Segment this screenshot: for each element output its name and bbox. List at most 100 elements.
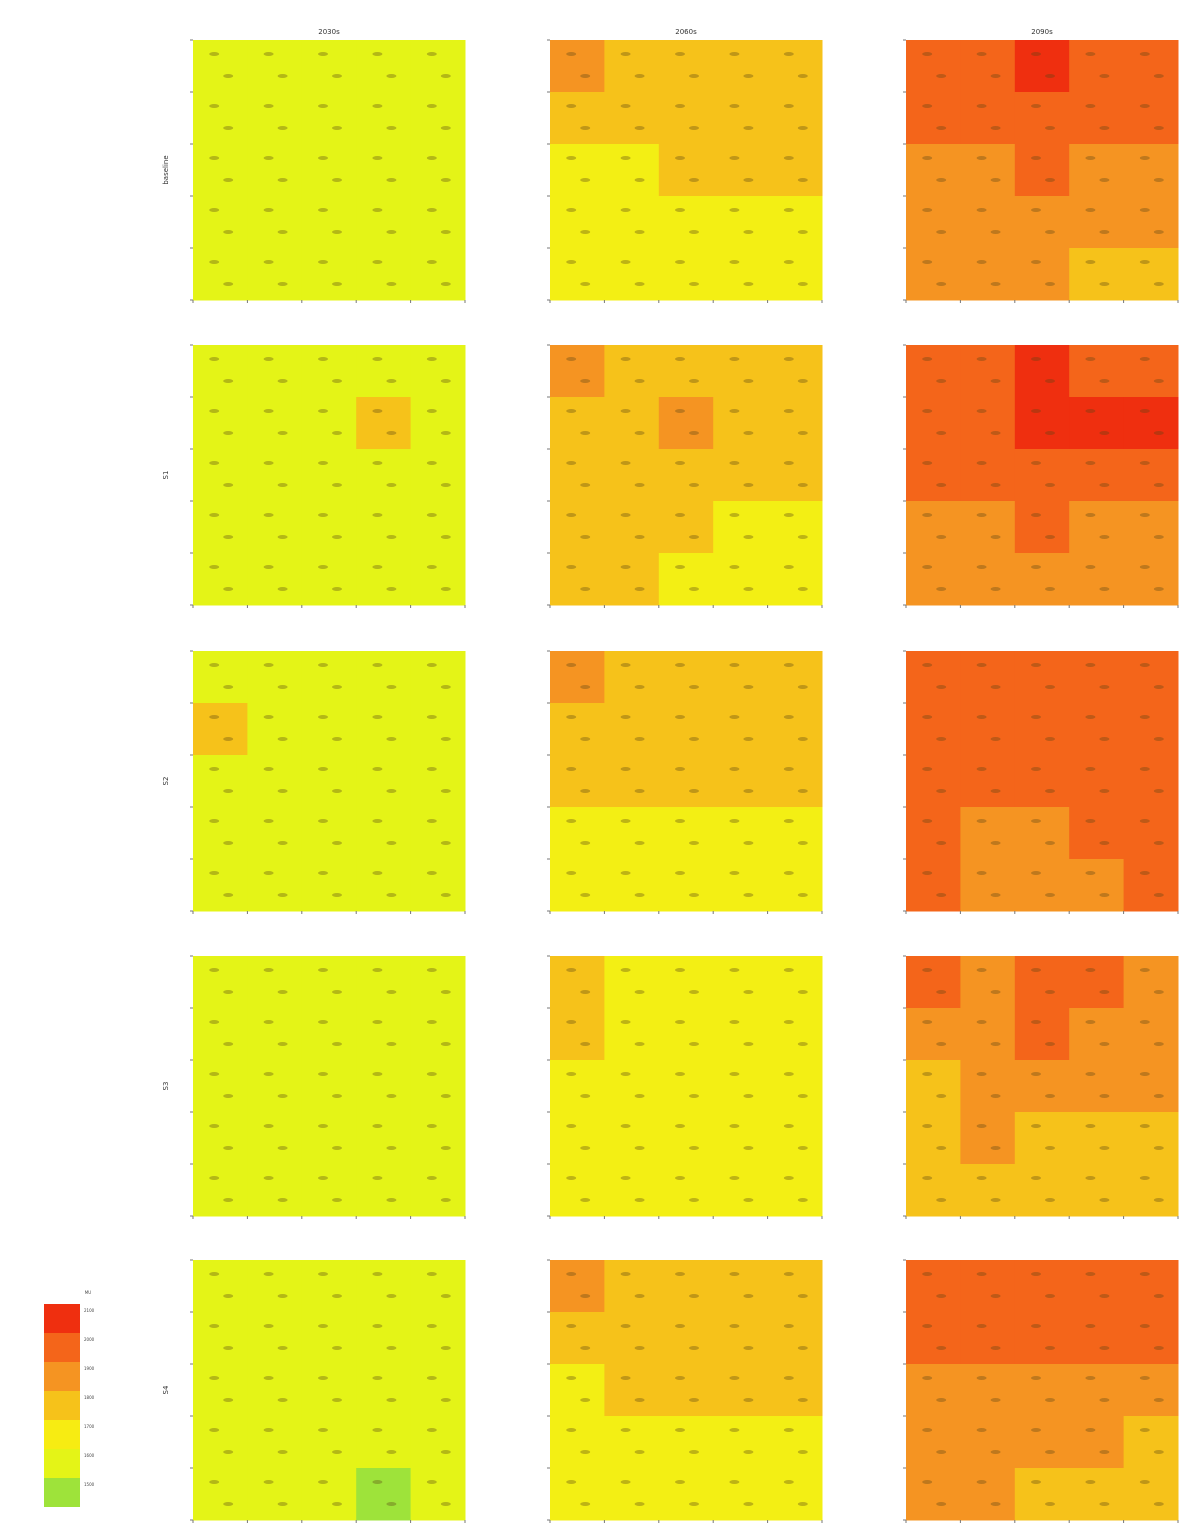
cell-mark xyxy=(566,819,576,823)
heatmap-cell xyxy=(713,248,768,301)
cell-mark xyxy=(977,104,987,108)
cell-mark xyxy=(1085,1428,1095,1432)
heatmap-cell xyxy=(713,1112,768,1165)
cell-mark xyxy=(580,1294,590,1298)
cell-mark xyxy=(441,1450,451,1454)
cell-mark xyxy=(689,178,699,182)
cell-mark xyxy=(223,230,233,234)
heatmap-cell xyxy=(193,1112,248,1165)
cell-mark xyxy=(922,1324,932,1328)
cell-mark xyxy=(318,1020,328,1024)
cell-mark xyxy=(922,663,932,667)
cell-mark xyxy=(1085,357,1095,361)
cell-mark xyxy=(332,587,342,591)
cell-mark xyxy=(798,178,808,182)
heatmap-cell xyxy=(356,807,411,860)
heatmap-cell xyxy=(906,1060,961,1113)
heatmap-cell xyxy=(906,248,961,301)
cell-mark xyxy=(1031,871,1041,875)
heatmap-cell xyxy=(411,755,466,808)
cell-mark xyxy=(427,52,437,56)
cell-mark xyxy=(1031,968,1041,972)
heatmap-cell xyxy=(302,807,357,860)
heatmap-panel xyxy=(903,1260,1179,1523)
cell-mark xyxy=(936,841,946,845)
cell-mark xyxy=(784,260,794,264)
heatmap-cell xyxy=(906,1312,961,1365)
heatmap-panel xyxy=(547,40,823,303)
cell-mark xyxy=(372,767,382,771)
cell-mark xyxy=(1031,1428,1041,1432)
cell-mark xyxy=(635,1042,645,1046)
cell-mark xyxy=(332,431,342,435)
heatmap-cell xyxy=(1069,859,1124,912)
heatmap-cell xyxy=(906,345,961,398)
cell-mark xyxy=(318,1480,328,1484)
cell-mark xyxy=(936,789,946,793)
cell-mark xyxy=(743,230,753,234)
cell-mark xyxy=(1045,737,1055,741)
cell-mark xyxy=(784,513,794,517)
cell-mark xyxy=(675,715,685,719)
cell-mark xyxy=(386,431,396,435)
heatmap-cell xyxy=(768,807,823,860)
cell-mark xyxy=(798,1502,808,1506)
cell-mark xyxy=(580,1346,590,1350)
cell-mark xyxy=(1140,819,1150,823)
cell-mark xyxy=(621,52,631,56)
heatmap-cell xyxy=(960,501,1015,554)
heatmap-cell xyxy=(247,553,302,606)
cell-mark xyxy=(278,990,288,994)
cell-mark xyxy=(566,1376,576,1380)
cell-mark xyxy=(743,685,753,689)
cell-mark xyxy=(689,230,699,234)
cell-mark xyxy=(621,1176,631,1180)
heatmap-cell xyxy=(960,1060,1015,1113)
cell-mark xyxy=(318,1176,328,1180)
cell-mark xyxy=(1031,208,1041,212)
cell-mark xyxy=(743,1042,753,1046)
heatmap-cell xyxy=(906,859,961,912)
cell-mark xyxy=(689,1146,699,1150)
cell-mark xyxy=(922,1020,932,1024)
cell-mark xyxy=(729,1428,739,1432)
heatmap-cell xyxy=(193,807,248,860)
cell-mark xyxy=(580,74,590,78)
cell-mark xyxy=(784,819,794,823)
cell-mark xyxy=(743,74,753,78)
cell-mark xyxy=(264,1072,274,1076)
cell-mark xyxy=(621,1072,631,1076)
cell-mark xyxy=(1099,431,1109,435)
cell-mark xyxy=(729,1272,739,1276)
legend-tick-label: 2100 xyxy=(84,1308,95,1313)
cell-mark xyxy=(441,74,451,78)
cell-mark xyxy=(675,208,685,212)
cell-mark xyxy=(223,893,233,897)
heatmap-cell xyxy=(768,651,823,704)
cell-mark xyxy=(1140,260,1150,264)
heatmap-cell xyxy=(1015,1112,1070,1165)
cell-mark xyxy=(427,1376,437,1380)
cell-mark xyxy=(372,1428,382,1432)
cell-mark xyxy=(318,513,328,517)
heatmap-cell xyxy=(713,1260,768,1313)
cell-mark xyxy=(936,737,946,741)
cell-mark xyxy=(566,513,576,517)
cell-mark xyxy=(427,1020,437,1024)
cell-mark xyxy=(332,483,342,487)
heatmap-cell xyxy=(302,553,357,606)
heatmap-cell xyxy=(247,144,302,197)
cell-mark xyxy=(372,260,382,264)
heatmap-cell xyxy=(247,449,302,502)
cell-mark xyxy=(922,156,932,160)
cell-mark xyxy=(621,461,631,465)
heatmap-cell xyxy=(302,1416,357,1469)
cell-mark xyxy=(936,126,946,130)
cell-mark xyxy=(635,841,645,845)
heatmap-cell xyxy=(1069,1060,1124,1113)
heatmap-cell xyxy=(768,1416,823,1469)
cell-mark xyxy=(580,1450,590,1454)
cell-mark xyxy=(1099,1502,1109,1506)
cell-mark xyxy=(729,357,739,361)
cell-mark xyxy=(1085,513,1095,517)
